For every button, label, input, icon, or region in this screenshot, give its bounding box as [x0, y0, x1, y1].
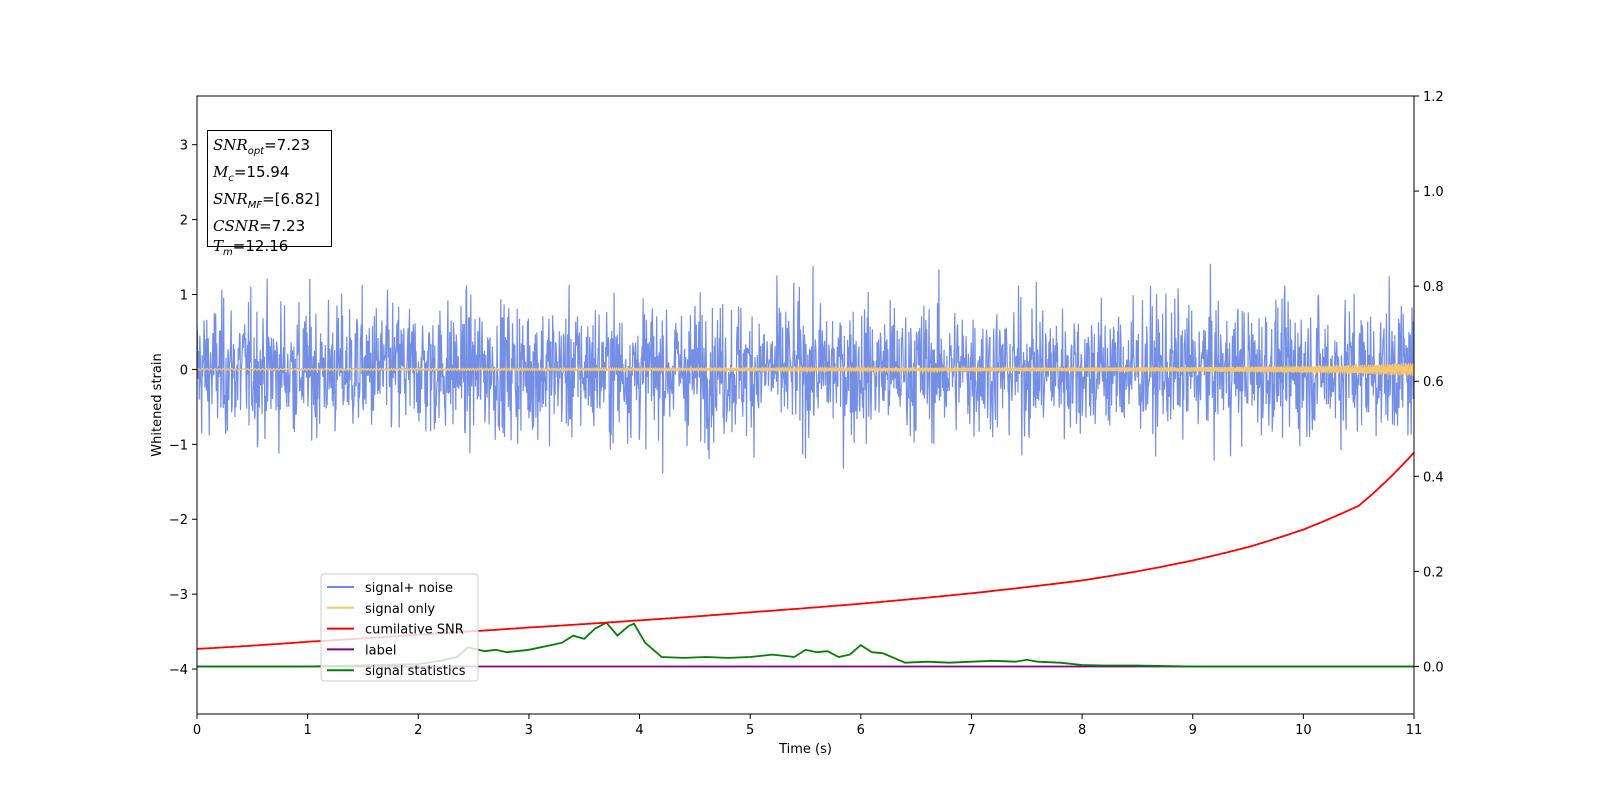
x-tick-label: 2: [414, 723, 422, 738]
legend-entry: signal statistics: [365, 664, 466, 679]
x-axis-label: Time (s): [778, 742, 832, 757]
x-tick-label: 5: [746, 723, 754, 738]
x-tick-label: 10: [1295, 723, 1312, 738]
y-right-tick-label: 0.4: [1423, 470, 1444, 485]
y-left-tick-label: −2: [169, 513, 188, 528]
legend: signal+ noise signal only cumilative SNR la…: [320, 573, 479, 682]
tm-label: T: [213, 237, 224, 255]
y-right-tick-label: 0.2: [1423, 565, 1444, 580]
plot-frame: [196, 95, 1415, 715]
csnr-row: CSNR=7.23: [213, 216, 326, 236]
y-left-tick-label: −3: [169, 588, 188, 603]
y-left-tick-label: 3: [180, 139, 188, 154]
y-axis-label: Whitened strain: [150, 353, 165, 456]
y-left-tick-label: −4: [169, 663, 188, 678]
y-right-tick-label: 0.0: [1423, 660, 1444, 675]
signal-noise-line: [197, 263, 1414, 474]
legend-entry: signal only: [365, 602, 435, 617]
snr-mf-value: =[6.82]: [262, 190, 320, 208]
tm-value: =12.16: [232, 237, 289, 255]
csnr-label: CSNR: [213, 217, 260, 235]
signal-statistics-line: [197, 621, 1414, 668]
x-tick-label: 6: [857, 723, 865, 738]
signal-noise-series: [197, 263, 1414, 474]
snr-opt-sub: opt: [247, 146, 265, 157]
snr-mf-label: SNR: [213, 190, 248, 208]
snr-mf-sub: MF: [247, 200, 263, 211]
mc-row: Mc=15.94: [213, 162, 326, 189]
x-tick-label: 11: [1406, 723, 1423, 738]
x-tick-label: 9: [1189, 723, 1197, 738]
csnr-value: =7.23: [259, 217, 306, 235]
mc-label: M: [213, 163, 229, 181]
y-left-tick-label: −1: [169, 438, 188, 453]
ticks-layer: 0 1 2 3 4 5 6 7 8 9 10 11 −4 −3 −2 −1 0 1 2 3 0.0 0.2 0.4 0.6 0.…: [169, 90, 1444, 738]
legend-entry: label: [365, 643, 396, 658]
snr-mf-row: SNRMF=[6.82]: [213, 189, 326, 216]
y-right-tick-label: 1.0: [1423, 185, 1444, 200]
y-left-tick-label: 0: [180, 363, 188, 378]
info-box: SNRopt=7.23 Mc=15.94 SNRMF=[6.82] CSNR=7…: [207, 130, 332, 258]
x-tick-label: 7: [967, 723, 975, 738]
snr-opt-value: =7.23: [264, 136, 311, 154]
legend-box: [320, 573, 479, 682]
snr-opt-row: SNRopt=7.23: [213, 135, 326, 162]
signal-only-line: [197, 362, 1414, 377]
tm-row: Tm=12.16: [213, 236, 326, 263]
tm-sub: m: [223, 247, 233, 258]
y-right-tick-label: 0.6: [1423, 375, 1444, 390]
y-right-tick-label: 0.8: [1423, 280, 1444, 295]
x-tick-label: 3: [525, 723, 533, 738]
snr-opt-label: SNR: [213, 136, 248, 154]
mc-value: =15.94: [233, 163, 290, 181]
mc-sub: c: [228, 173, 234, 184]
y-left-tick-label: 2: [180, 214, 188, 229]
x-tick-label: 8: [1078, 723, 1086, 738]
y-right-tick-label: 1.2: [1423, 90, 1444, 105]
legend-entry: signal+ noise: [365, 581, 453, 596]
x-tick-label: 0: [193, 723, 201, 738]
x-tick-label: 1: [303, 723, 311, 738]
x-tick-label: 4: [635, 723, 643, 738]
legend-entry: cumilative SNR: [365, 623, 464, 638]
y-left-tick-label: 1: [180, 289, 188, 304]
